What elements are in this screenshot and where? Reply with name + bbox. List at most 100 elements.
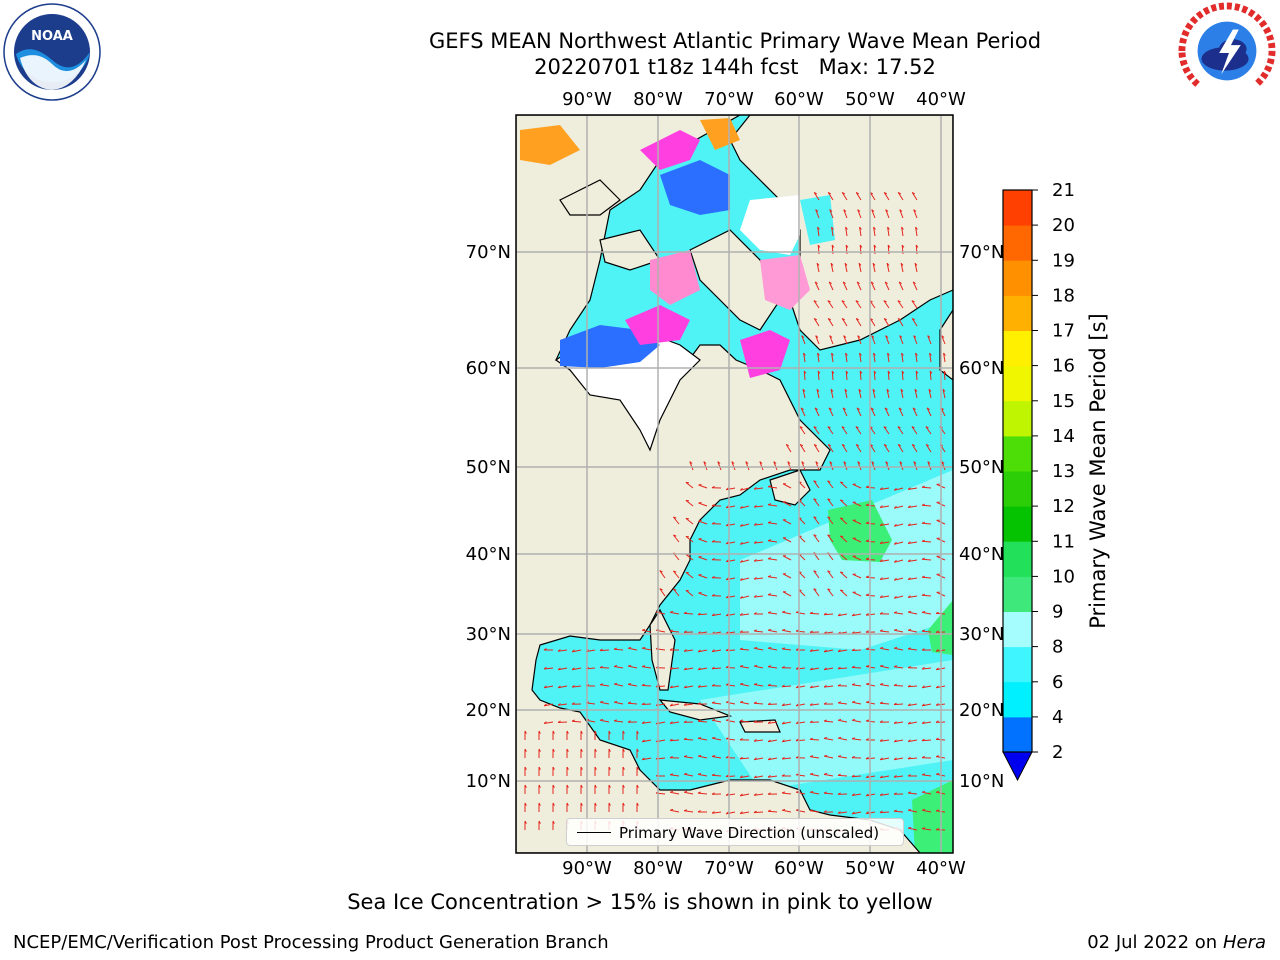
wave-arrow-head <box>865 503 869 506</box>
wave-arrow-head <box>543 685 547 689</box>
wave-arrow-head <box>865 719 869 722</box>
wave-arrow <box>855 192 862 201</box>
wave-arrow-head <box>712 718 716 721</box>
wave-arrow-head <box>698 574 702 576</box>
wave-arrow <box>942 389 946 399</box>
wave-arrow <box>673 516 680 525</box>
wave-arrow <box>673 570 680 579</box>
wave-arrow-head <box>725 613 729 617</box>
wave-arrow <box>827 480 834 489</box>
wave-arrow-head <box>893 595 897 599</box>
wave-arrow-head <box>885 209 889 212</box>
wave-arrow <box>600 719 610 723</box>
wave-arrow <box>810 810 820 813</box>
wave-arrow-head <box>928 388 932 392</box>
lon-tick-label-top: 70°W <box>704 89 754 110</box>
wave-arrow-head <box>855 443 860 447</box>
wave-arrow-head <box>740 682 744 685</box>
wave-arrow-head <box>893 792 897 795</box>
wave-arrow <box>894 559 904 563</box>
wave-arrow <box>670 703 680 707</box>
wave-arrow-head <box>840 535 844 538</box>
wave-arrow <box>921 576 932 579</box>
wave-arrow-head <box>636 802 639 806</box>
wave-arrow-head <box>725 487 729 491</box>
wave-arrow-head <box>627 701 631 704</box>
wave-arrow <box>843 461 848 471</box>
wave-arrow <box>897 300 904 309</box>
wave-arrow-head <box>813 426 817 429</box>
wave-arrow-head <box>753 701 757 704</box>
wave-arrow-head <box>859 370 863 374</box>
wave-arrow <box>880 647 890 651</box>
wave-arrow <box>795 630 806 633</box>
ocean-period-patch <box>828 500 892 562</box>
wave-arrow-head <box>898 281 902 285</box>
wave-arrow <box>827 426 834 435</box>
wave-arrow <box>859 353 862 363</box>
wave-arrow <box>871 209 876 219</box>
wave-arrow-head <box>921 575 925 578</box>
wave-arrow-head <box>753 486 757 490</box>
wave-arrow-head <box>614 700 618 703</box>
wave-arrow <box>880 757 890 761</box>
ocean-period-patch <box>912 780 953 853</box>
wave-arrow <box>883 426 890 435</box>
wave-arrow <box>883 444 890 453</box>
wave-arrow-head <box>636 766 639 770</box>
wave-arrow <box>813 300 820 309</box>
wave-arrow <box>869 318 876 327</box>
wave-arrow-head <box>685 481 689 484</box>
wave-arrow-head <box>767 503 772 506</box>
wave-arrow <box>901 353 904 363</box>
wave-arrow-head <box>799 443 804 447</box>
wave-arrow-head <box>827 443 832 447</box>
wave-arrow-head <box>907 595 911 598</box>
wave-arrow-head <box>829 209 833 212</box>
wave-arrow <box>839 481 848 489</box>
wave-arrow <box>754 647 764 651</box>
wave-arrow-head <box>943 352 946 356</box>
wave-arrow-head <box>865 630 869 633</box>
wave-arrow <box>894 612 904 615</box>
wave-arrow <box>943 353 946 363</box>
wave-arrow-head <box>935 737 939 740</box>
wave-arrow-head <box>753 739 757 742</box>
wave-arrow-head <box>827 570 831 573</box>
wave-arrow-head <box>859 226 862 230</box>
wave-arrow <box>767 810 778 813</box>
wave-arrow <box>911 192 918 201</box>
wave-arrow <box>885 209 890 219</box>
wave-arrow-head <box>936 772 940 775</box>
wave-arrow <box>851 667 862 669</box>
wave-arrow <box>768 666 778 669</box>
colorbar-tick-label: 11 <box>1052 531 1075 552</box>
wave-arrow-head <box>912 407 916 411</box>
wave-arrow <box>670 774 680 777</box>
wave-arrow <box>838 811 848 814</box>
wave-arrow <box>614 720 624 723</box>
wave-arrow-head <box>753 576 757 580</box>
wave-arrow <box>697 792 708 795</box>
wave-arrow-head <box>795 738 799 742</box>
wave-arrow <box>894 577 904 581</box>
wave-arrow-head <box>711 773 715 776</box>
wave-arrow-head <box>767 809 771 812</box>
wave-arrow-head <box>711 503 715 507</box>
wave-arrow-head <box>552 766 555 770</box>
wave-arrow <box>712 756 722 759</box>
wave-arrow-head <box>893 721 897 724</box>
wave-arrow-head <box>865 539 869 542</box>
wave-arrow-head <box>838 736 842 739</box>
wave-arrow-head <box>669 610 674 613</box>
wave-arrow <box>801 335 806 345</box>
wave-arrow-head <box>879 793 883 796</box>
wave-arrow <box>813 498 820 507</box>
wave-arrow-head <box>622 730 625 734</box>
wave-arrow-head <box>557 649 561 652</box>
wave-arrow-head <box>879 612 883 615</box>
wave-arrow <box>880 630 890 633</box>
wave-arrow-head <box>845 226 848 230</box>
wave-arrow <box>782 555 792 561</box>
wave-arrow-head <box>659 570 663 573</box>
